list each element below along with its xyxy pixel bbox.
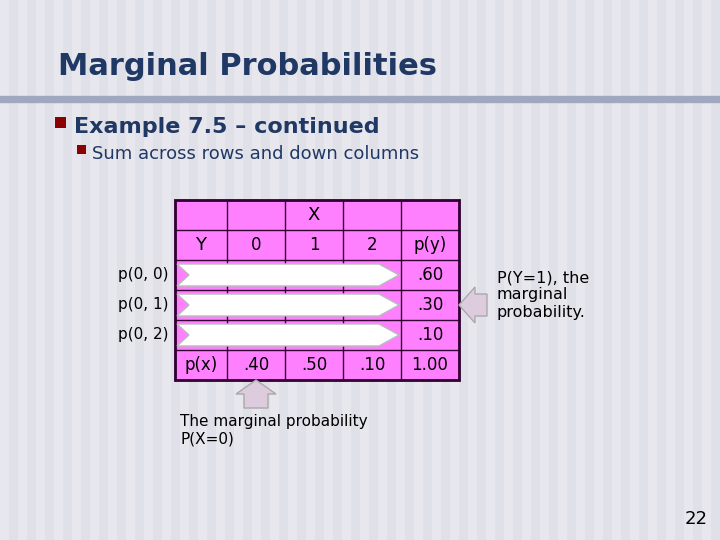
Text: .21: .21	[243, 296, 269, 314]
Text: .40: .40	[243, 356, 269, 374]
Text: .02: .02	[301, 326, 327, 344]
Bar	[72, 0, 81, 540]
Bar	[234, 0, 243, 540]
Text: Example 7.5 – continued: Example 7.5 – continued	[74, 117, 379, 137]
Bar	[77, 145, 86, 154]
Bar	[630, 0, 639, 540]
FancyBboxPatch shape	[175, 200, 459, 380]
Bar	[252, 0, 261, 540]
Bar	[540, 0, 549, 540]
Bar	[396, 0, 405, 540]
Bar	[126, 0, 135, 540]
Bar	[162, 0, 171, 540]
Text: p(0, 2): p(0, 2)	[119, 327, 169, 342]
Text: .03: .03	[359, 296, 385, 314]
Polygon shape	[459, 287, 487, 323]
Bar	[558, 0, 567, 540]
Text: 0: 0	[251, 236, 261, 254]
Bar	[360, 0, 369, 540]
Text: .30: .30	[417, 296, 444, 314]
Bar	[54, 0, 63, 540]
Bar	[648, 0, 657, 540]
Bar	[666, 0, 675, 540]
Text: 1.00: 1.00	[412, 356, 449, 374]
Bar	[180, 0, 189, 540]
Text: .01: .01	[359, 326, 385, 344]
Text: P(Y=1), the
marginal
probability.: P(Y=1), the marginal probability.	[497, 270, 589, 320]
Bar	[288, 0, 297, 540]
Bar	[468, 0, 477, 540]
Polygon shape	[236, 380, 276, 408]
Bar	[270, 0, 279, 540]
Bar	[522, 0, 531, 540]
Text: 0: 0	[196, 266, 206, 284]
Polygon shape	[177, 294, 399, 316]
Text: p(x): p(x)	[184, 356, 217, 374]
Bar	[612, 0, 621, 540]
Text: .60: .60	[417, 266, 443, 284]
Bar	[414, 0, 423, 540]
Text: .06: .06	[301, 296, 327, 314]
Text: p(y): p(y)	[413, 236, 446, 254]
Text: Marginal Probabilities: Marginal Probabilities	[58, 52, 437, 81]
Polygon shape	[177, 264, 399, 286]
Bar	[432, 0, 441, 540]
Bar	[378, 0, 387, 540]
Text: X: X	[308, 206, 320, 224]
Polygon shape	[177, 324, 399, 346]
Text: 2: 2	[366, 236, 377, 254]
Text: .12: .12	[243, 266, 269, 284]
Bar	[144, 0, 153, 540]
Bar	[342, 0, 351, 540]
Text: .10: .10	[417, 326, 444, 344]
Text: 2: 2	[196, 326, 207, 344]
Bar	[594, 0, 603, 540]
Text: Sum across rows and down columns: Sum across rows and down columns	[92, 145, 419, 163]
Text: 1: 1	[309, 236, 319, 254]
Bar	[324, 0, 333, 540]
Bar	[684, 0, 693, 540]
Bar	[36, 0, 45, 540]
Text: 1: 1	[196, 296, 207, 314]
Bar	[576, 0, 585, 540]
Bar	[90, 0, 99, 540]
Bar	[450, 0, 459, 540]
Bar	[108, 0, 117, 540]
Bar	[702, 0, 711, 540]
Text: Y: Y	[196, 236, 207, 254]
Bar	[0, 0, 9, 540]
Text: .06: .06	[359, 266, 385, 284]
Bar	[486, 0, 495, 540]
Text: p(0, 0): p(0, 0)	[119, 267, 169, 282]
Bar	[216, 0, 225, 540]
Bar	[198, 0, 207, 540]
Text: .42: .42	[301, 266, 327, 284]
Bar	[18, 0, 27, 540]
Text: .07: .07	[243, 326, 269, 344]
Bar	[504, 0, 513, 540]
Text: .10: .10	[359, 356, 385, 374]
Text: p(0, 1): p(0, 1)	[119, 298, 169, 313]
Bar	[55, 117, 66, 128]
Text: .50: .50	[301, 356, 327, 374]
Bar	[306, 0, 315, 540]
Text: 22: 22	[685, 510, 708, 528]
Text: The marginal probability
P(X=0): The marginal probability P(X=0)	[180, 414, 368, 447]
